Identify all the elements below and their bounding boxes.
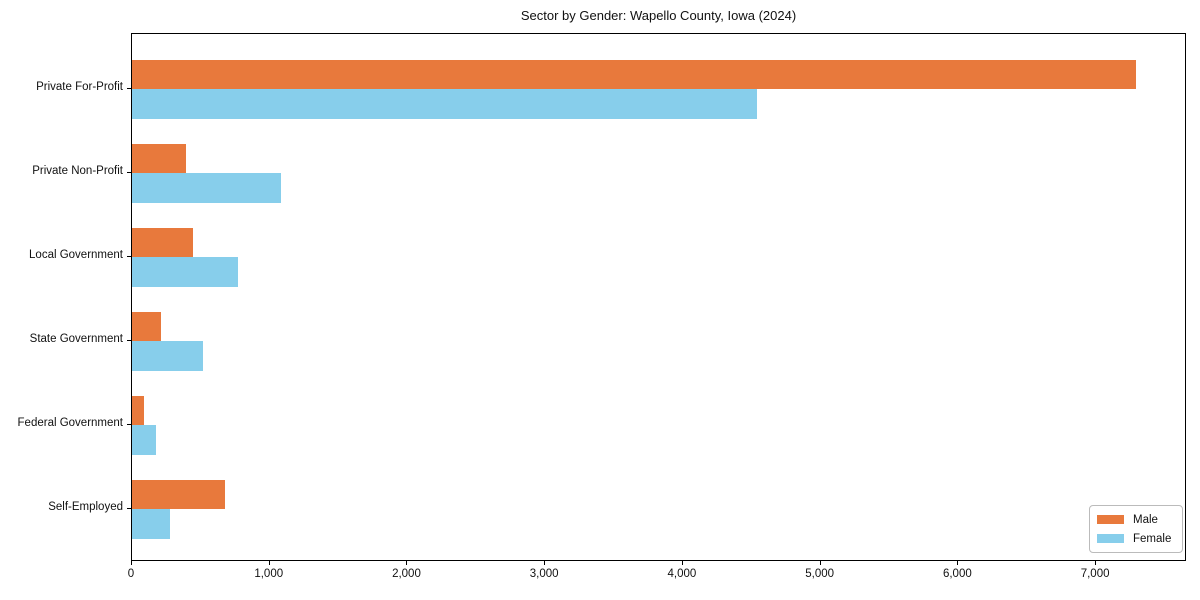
x-tick-mark — [406, 561, 408, 565]
legend: Male Female — [1089, 505, 1183, 553]
xtick-label: 4,000 — [667, 568, 697, 580]
bar-male-1 — [132, 143, 186, 173]
bar-female-4 — [132, 425, 157, 455]
xtick-label: 0 — [127, 568, 135, 580]
x-tick-mark — [681, 561, 683, 565]
x-tick-mark — [268, 561, 270, 565]
bar-male-3 — [132, 311, 161, 341]
bar-male-2 — [132, 227, 194, 257]
legend-swatch-male — [1097, 515, 1124, 524]
ytick-label: Self-Employed — [48, 501, 123, 513]
y-tick-mark — [127, 424, 131, 425]
legend-label-male: Male — [1133, 513, 1158, 526]
legend-swatch-female — [1097, 534, 1124, 543]
xtick-label: 5,000 — [805, 568, 835, 580]
plot-area — [131, 33, 1186, 561]
x-tick-mark — [957, 561, 959, 565]
bar-male-4 — [132, 395, 144, 425]
chart-title: Sector by Gender: Wapello County, Iowa (… — [520, 8, 797, 23]
bar-female-0 — [132, 89, 758, 119]
xtick-label: 7,000 — [1080, 568, 1110, 580]
ytick-label: State Government — [29, 333, 123, 345]
x-tick-mark — [819, 561, 821, 565]
x-tick-mark — [1095, 561, 1097, 565]
xtick-label: 6,000 — [942, 568, 972, 580]
bar-female-2 — [132, 257, 239, 287]
ytick-label: Private Non-Profit — [32, 165, 123, 177]
bar-male-0 — [132, 59, 1137, 89]
ytick-label: Local Government — [29, 249, 123, 261]
x-tick-mark — [131, 561, 132, 565]
y-tick-mark — [127, 256, 131, 257]
legend-label-female: Female — [1133, 532, 1172, 545]
legend-entry-male: Male — [1097, 513, 1175, 527]
ytick-label: Private For-Profit — [36, 81, 123, 93]
y-tick-mark — [127, 88, 131, 89]
x-tick-mark — [544, 561, 546, 565]
xtick-label: 1,000 — [254, 568, 284, 580]
y-tick-mark — [127, 340, 131, 341]
bar-female-3 — [132, 341, 203, 371]
bar-female-5 — [132, 509, 170, 539]
bar-female-1 — [132, 173, 281, 203]
y-tick-mark — [127, 172, 131, 173]
y-tick-mark — [127, 508, 131, 509]
xtick-label: 2,000 — [392, 568, 421, 580]
legend-entry-female: Female — [1097, 532, 1175, 546]
bar-male-5 — [132, 479, 225, 509]
xtick-label: 3,000 — [529, 568, 559, 580]
ytick-label: Federal Government — [17, 417, 123, 429]
